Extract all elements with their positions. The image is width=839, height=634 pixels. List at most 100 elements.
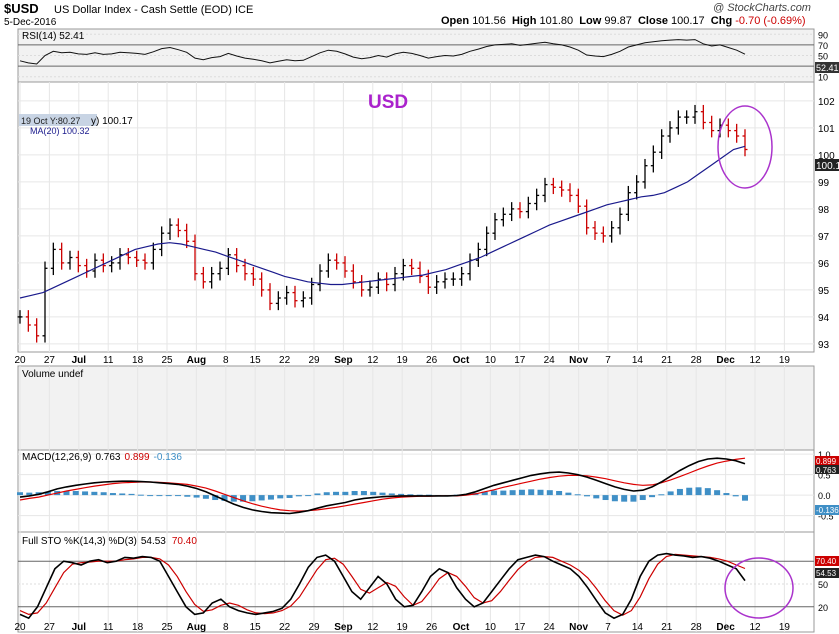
- macd-histogram-bar: [305, 495, 312, 497]
- macd-y-tick: 1.0: [818, 450, 831, 460]
- x-tick-label: Aug: [187, 355, 206, 366]
- macd-histogram-bar: [193, 495, 200, 498]
- x-tick-label: 11: [103, 622, 114, 633]
- macd-v1: 0.763: [95, 452, 120, 463]
- macd-histogram-bar: [295, 495, 302, 497]
- macd-histogram-bar: [230, 495, 237, 502]
- macd-histogram-bar: [221, 495, 228, 501]
- rsi-line: [19, 39, 746, 65]
- macd-histogram-bar: [72, 491, 79, 496]
- macd-histogram-bar: [500, 490, 507, 496]
- x-tick-label: 18: [132, 622, 144, 633]
- axis-ticks: 20 20 27 27 Jul Jul 11 11 18 18 25 25 Aug Aug 8 8 15 15 22…: [14, 30, 835, 633]
- x-tick-label: 19: [779, 622, 791, 633]
- macd-histogram-bar: [732, 495, 739, 497]
- macd-histogram-bar: [649, 495, 656, 498]
- macd-label: MACD(12,26,9) 0.763 0.899 -0.136: [22, 452, 182, 463]
- macd-histogram-bar: [119, 493, 126, 496]
- description-text: US Dollar Index - Cash Settle (EOD): [54, 4, 232, 16]
- macd-histogram-bar: [723, 493, 730, 496]
- macd-histogram-bar: [91, 491, 98, 496]
- macd-histogram-bar: [602, 495, 609, 501]
- x-tick-label: 22: [279, 355, 291, 366]
- x-tick-label: 27: [44, 622, 56, 633]
- x-tick-label: 10: [485, 355, 497, 366]
- x-tick-label: 21: [661, 355, 673, 366]
- low-value: 99.87: [604, 15, 632, 27]
- macd-histogram-bar: [165, 495, 172, 497]
- chart-date: 5-Dec-2016: [4, 17, 57, 28]
- y-tick-label: 100: [818, 151, 835, 162]
- description: US Dollar Index - Cash Settle (EOD) ICE: [54, 4, 253, 16]
- macd-histogram-bar: [742, 495, 748, 501]
- symbol: $USD: [4, 1, 39, 16]
- x-tick-label: Sep: [334, 622, 352, 633]
- x-tick-label: 10: [485, 622, 497, 633]
- sto-tag1: 70.40: [816, 557, 837, 566]
- macd-histogram-bar: [156, 495, 163, 497]
- macd-histogram-bar: [593, 495, 600, 499]
- highlight-ellipse-sto: [724, 557, 794, 619]
- close-value: 100.17: [671, 15, 705, 27]
- low-label: Low: [579, 15, 602, 27]
- rsi-value-tag: 52.41: [816, 63, 839, 73]
- macd-histogram-bar: [695, 487, 702, 496]
- macd-histogram-bar: [583, 495, 590, 497]
- sto-panel: [17, 531, 815, 633]
- volume-label: Volume undef: [22, 369, 83, 380]
- macd-histogram-bar: [212, 495, 219, 501]
- price-value-tag-bg: [815, 159, 839, 171]
- macd-tag2: 0.763: [816, 466, 837, 475]
- macd-tag3-bg: [815, 505, 839, 515]
- macd-histogram-bar: [240, 495, 247, 502]
- macd-histogram-bar: [342, 491, 349, 496]
- x-tick-label: 17: [514, 622, 526, 633]
- x-tick-label: 28: [691, 355, 703, 366]
- usd-annotation: USD: [368, 92, 408, 113]
- macd-histogram-bar: [109, 493, 116, 496]
- macd-histogram-bar: [528, 489, 535, 496]
- x-tick-label: 14: [632, 355, 644, 366]
- tooltip-text: 19 Oct Y:80.27: [21, 116, 80, 126]
- macd-line: [19, 457, 746, 515]
- x-tick-label: Jul: [72, 622, 87, 633]
- y-tick-label: 99: [818, 178, 830, 189]
- x-tick-label: Sep: [334, 355, 352, 366]
- x-tick-label: 21: [661, 622, 673, 633]
- macd-tag1: 0.899: [816, 457, 837, 466]
- macd-histogram-bar: [63, 491, 70, 496]
- x-tick-label: 26: [426, 622, 438, 633]
- macd-histogram-bar: [556, 491, 563, 496]
- macd-histogram-bar: [574, 494, 581, 496]
- macd-y-tick: 0.5: [818, 471, 831, 481]
- macd-histogram-bar: [202, 495, 209, 499]
- chart-header: $USD US Dollar Index - Cash Settle (EOD)…: [0, 0, 839, 30]
- gridlines: [18, 33, 814, 632]
- macd-histogram-bar: [704, 488, 711, 496]
- macd-histogram-bar: [630, 495, 637, 502]
- macd-histogram-bar: [686, 487, 693, 496]
- macd-histogram-bar: [481, 491, 488, 496]
- macd-tag3: -0.136: [816, 506, 839, 515]
- rsi-series: [19, 39, 746, 65]
- high-label: High: [511, 15, 537, 27]
- macd-histogram-bar: [26, 492, 33, 496]
- macd-histogram-bar: [546, 490, 553, 496]
- x-tick-label: 26: [426, 355, 438, 366]
- x-tick-label: 27: [44, 355, 56, 366]
- macd-histogram-bar: [314, 493, 321, 496]
- y-tick-label: 101: [818, 124, 835, 135]
- macd-histogram-bar: [17, 492, 23, 496]
- x-tick-label: Dec: [716, 622, 735, 633]
- x-tick-label: 25: [161, 622, 173, 633]
- macd-v2: 0.899: [125, 452, 150, 463]
- rsi-y-tick: 70: [818, 41, 828, 51]
- price-bars: [17, 104, 748, 343]
- macd-histogram-bar: [360, 491, 367, 496]
- x-tick-label: 20: [14, 355, 26, 366]
- x-tick-label: 15: [250, 622, 262, 633]
- macd-histogram-bar: [491, 490, 498, 496]
- sto-tag2-bg: [815, 568, 839, 578]
- macd-histogram-bar: [658, 494, 665, 496]
